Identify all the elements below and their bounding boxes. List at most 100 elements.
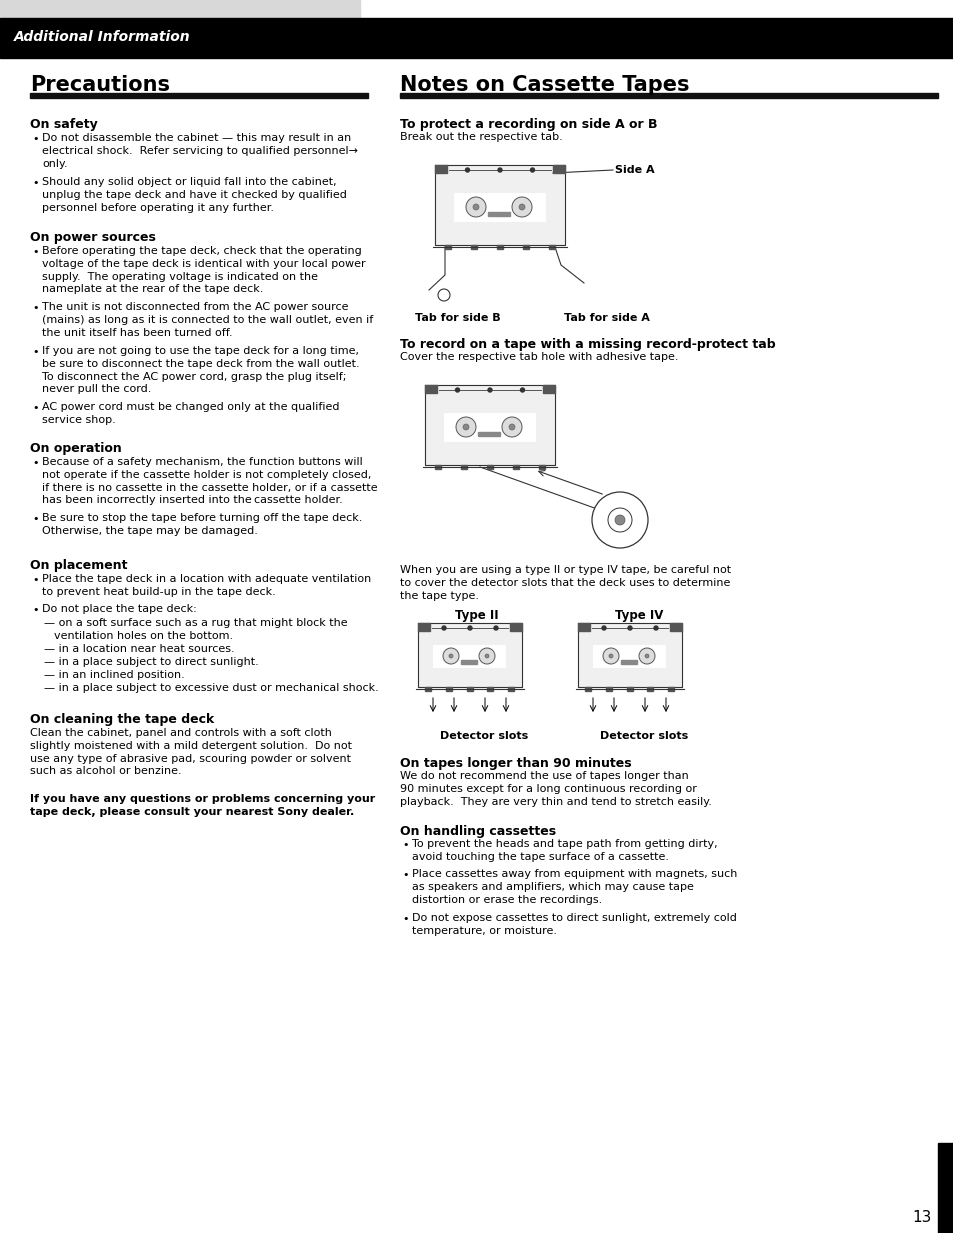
- Text: If you are not going to use the tape deck for a long time,
be sure to disconnect: If you are not going to use the tape dec…: [42, 346, 359, 395]
- Bar: [454, 194, 544, 221]
- Text: — in a location near heat sources.: — in a location near heat sources.: [44, 644, 234, 653]
- Bar: [424, 385, 436, 393]
- Circle shape: [497, 168, 501, 171]
- Bar: [486, 687, 493, 690]
- Circle shape: [488, 388, 492, 392]
- Bar: [646, 687, 652, 690]
- Text: •: •: [32, 605, 38, 615]
- Circle shape: [644, 653, 648, 658]
- Text: •: •: [32, 303, 38, 313]
- Text: •: •: [32, 346, 38, 358]
- Circle shape: [608, 653, 613, 658]
- Bar: [605, 687, 612, 690]
- Text: Because of a safety mechanism, the function buttons will
not operate if the cass: Because of a safety mechanism, the funct…: [42, 457, 377, 506]
- Text: •: •: [32, 457, 38, 469]
- Circle shape: [602, 649, 618, 665]
- Text: On placement: On placement: [30, 559, 128, 572]
- Polygon shape: [417, 623, 521, 687]
- Circle shape: [512, 197, 532, 217]
- Bar: [548, 245, 555, 249]
- Circle shape: [478, 649, 495, 665]
- Text: If you have any questions or problems concerning your
tape deck, please consult : If you have any questions or problems co…: [30, 794, 375, 816]
- Text: •: •: [401, 914, 408, 924]
- Bar: [467, 687, 473, 690]
- Bar: [30, 92, 368, 97]
- Bar: [620, 660, 637, 665]
- Bar: [510, 623, 521, 631]
- Bar: [553, 165, 564, 173]
- Circle shape: [465, 168, 469, 171]
- Bar: [433, 645, 504, 667]
- Text: •: •: [32, 247, 38, 256]
- Bar: [538, 465, 544, 469]
- Circle shape: [501, 417, 521, 436]
- Text: — on a soft surface such as a rug that might block the: — on a soft surface such as a rug that m…: [44, 618, 347, 628]
- Text: Tab for side A: Tab for side A: [563, 313, 649, 323]
- Bar: [667, 687, 673, 690]
- Circle shape: [473, 203, 478, 210]
- Text: Clean the cabinet, panel and controls with a soft cloth
slightly moistened with : Clean the cabinet, panel and controls wi…: [30, 727, 352, 777]
- Bar: [507, 687, 514, 690]
- Polygon shape: [578, 623, 681, 687]
- Text: 13: 13: [911, 1210, 930, 1226]
- Bar: [424, 687, 431, 690]
- Bar: [584, 687, 590, 690]
- Text: — in an inclined position.: — in an inclined position.: [44, 670, 185, 681]
- Text: Place cassettes away from equipment with magnets, such
as speakers and amplifier: Place cassettes away from equipment with…: [412, 869, 737, 905]
- Bar: [477, 432, 499, 436]
- Circle shape: [592, 492, 647, 547]
- Bar: [417, 623, 430, 631]
- Bar: [460, 660, 476, 665]
- Bar: [471, 245, 476, 249]
- Text: To prevent the heads and tape path from getting dirty,
avoid touching the tape s: To prevent the heads and tape path from …: [412, 838, 717, 862]
- Text: Do not expose cassettes to direct sunlight, extremely cold
temperature, or moist: Do not expose cassettes to direct sunlig…: [412, 912, 736, 936]
- Text: Tab for side B: Tab for side B: [415, 313, 500, 323]
- Bar: [443, 413, 535, 441]
- Text: The unit is not disconnected from the AC power source
(mains) as long as it is c: The unit is not disconnected from the AC…: [42, 302, 373, 338]
- Text: On operation: On operation: [30, 441, 122, 455]
- Circle shape: [654, 626, 658, 630]
- Text: Type II: Type II: [455, 609, 498, 621]
- Text: Notes on Cassette Tapes: Notes on Cassette Tapes: [399, 75, 689, 95]
- Bar: [460, 465, 467, 469]
- Bar: [486, 465, 493, 469]
- Bar: [626, 687, 633, 690]
- Bar: [444, 245, 451, 249]
- Bar: [497, 245, 502, 249]
- Text: Type IV: Type IV: [615, 609, 662, 621]
- Text: — in a place subject to direct sunlight.: — in a place subject to direct sunlight.: [44, 657, 258, 667]
- Text: Side A: Side A: [615, 165, 654, 175]
- Text: On safety: On safety: [30, 118, 97, 131]
- Circle shape: [509, 424, 515, 430]
- Text: Be sure to stop the tape before turning off the tape deck.
Otherwise, the tape m: Be sure to stop the tape before turning …: [42, 513, 362, 536]
- Text: •: •: [401, 870, 408, 880]
- Bar: [488, 212, 510, 216]
- Polygon shape: [424, 385, 555, 465]
- Text: •: •: [32, 134, 38, 144]
- Bar: [937, 1143, 953, 1233]
- Text: ventilation holes on the bottom.: ventilation holes on the bottom.: [54, 631, 233, 641]
- Bar: [399, 92, 937, 97]
- Bar: [0, 0, 359, 18]
- Text: On tapes longer than 90 minutes: On tapes longer than 90 minutes: [399, 757, 631, 769]
- Text: To record on a tape with a missing record-protect tab: To record on a tape with a missing recor…: [399, 338, 775, 351]
- Circle shape: [615, 515, 624, 525]
- Circle shape: [520, 388, 524, 392]
- Circle shape: [627, 626, 631, 630]
- Text: Cover the respective tab hole with adhesive tape.: Cover the respective tab hole with adhes…: [399, 351, 678, 363]
- Text: On handling cassettes: On handling cassettes: [399, 825, 556, 838]
- Circle shape: [468, 626, 472, 630]
- Bar: [446, 687, 452, 690]
- Circle shape: [465, 197, 485, 217]
- Bar: [669, 623, 681, 631]
- Bar: [593, 645, 664, 667]
- Circle shape: [462, 424, 469, 430]
- Text: Additional Information: Additional Information: [14, 30, 191, 44]
- Circle shape: [441, 626, 446, 630]
- Circle shape: [601, 626, 605, 630]
- Bar: [513, 465, 518, 469]
- Circle shape: [530, 168, 534, 171]
- Bar: [522, 245, 529, 249]
- Text: Do not place the tape deck:: Do not place the tape deck:: [42, 604, 196, 614]
- Bar: [435, 465, 440, 469]
